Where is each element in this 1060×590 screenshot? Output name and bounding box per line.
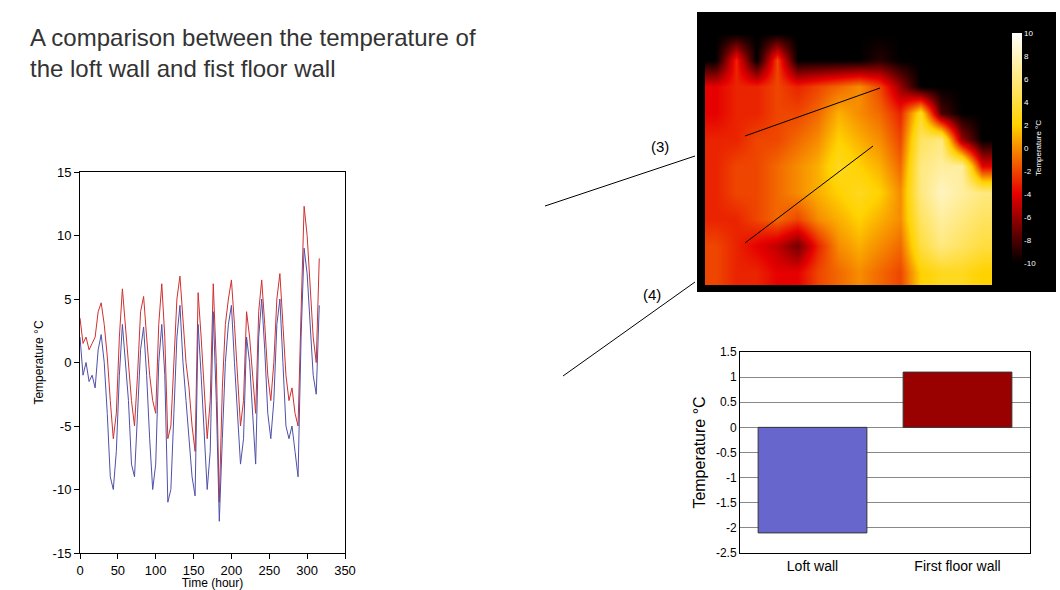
svg-text:(3): (3) [651, 138, 669, 155]
svg-text:-6: -6 [1024, 213, 1032, 222]
svg-text:8: 8 [1024, 52, 1029, 61]
svg-text:-10: -10 [53, 482, 72, 497]
svg-text:150: 150 [183, 563, 205, 578]
svg-text:Temperature °C: Temperature °C [691, 396, 708, 508]
svg-text:-1.5: -1.5 [716, 496, 737, 510]
svg-text:Loft wall: Loft wall [787, 558, 838, 574]
svg-text:0: 0 [76, 563, 83, 578]
svg-text:Temperature °C: Temperature °C [32, 320, 46, 404]
svg-text:-8: -8 [1024, 236, 1032, 245]
svg-text:0.5: 0.5 [720, 395, 737, 409]
svg-text:-2: -2 [726, 521, 737, 535]
svg-text:15: 15 [57, 165, 71, 180]
svg-text:2: 2 [1024, 121, 1029, 130]
svg-text:250: 250 [258, 563, 280, 578]
svg-text:Time (hour): Time (hour) [182, 576, 244, 590]
svg-text:-5: -5 [60, 419, 72, 434]
svg-text:First floor wall: First floor wall [914, 558, 1000, 574]
svg-text:-10: -10 [1024, 259, 1036, 268]
svg-text:200: 200 [221, 563, 243, 578]
svg-text:A comparison between the tempe: A comparison between the temperature oft… [30, 24, 476, 82]
svg-text:Temperature °C: Temperature °C [1034, 120, 1043, 176]
svg-text:-4: -4 [1024, 190, 1032, 199]
svg-text:-1: -1 [726, 471, 737, 485]
svg-text:50: 50 [111, 563, 125, 578]
svg-text:6: 6 [1024, 75, 1029, 84]
svg-text:0: 0 [730, 421, 737, 435]
svg-text:0: 0 [64, 355, 71, 370]
svg-text:1: 1 [730, 370, 737, 384]
svg-text:10: 10 [57, 228, 71, 243]
svg-text:100: 100 [145, 563, 167, 578]
svg-text:-2: -2 [1024, 167, 1032, 176]
svg-text:1.5: 1.5 [720, 345, 737, 359]
svg-text:300: 300 [296, 563, 318, 578]
svg-text:4: 4 [1024, 98, 1029, 107]
svg-text:-15: -15 [53, 546, 72, 561]
svg-text:5: 5 [64, 292, 71, 307]
svg-text:-2.5: -2.5 [716, 546, 737, 560]
svg-text:(4): (4) [643, 286, 661, 303]
svg-text:10: 10 [1024, 29, 1033, 38]
svg-text:350: 350 [334, 563, 356, 578]
svg-text:0: 0 [1024, 144, 1029, 153]
svg-text:-0.5: -0.5 [716, 446, 737, 460]
